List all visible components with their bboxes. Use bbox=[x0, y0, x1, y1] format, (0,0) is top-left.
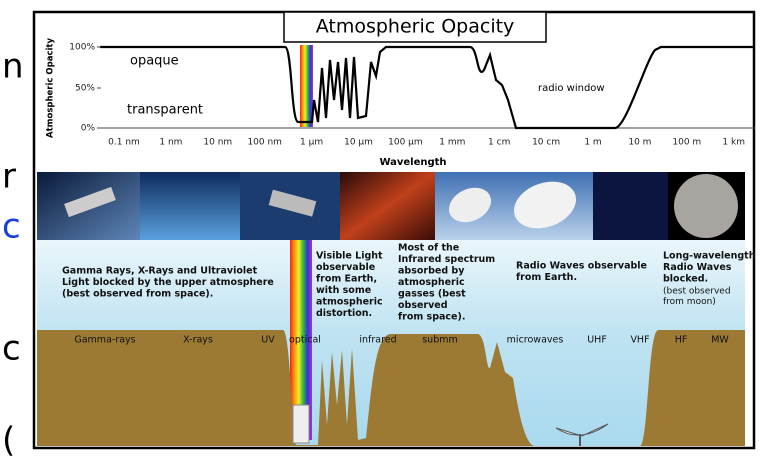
caption-line: Radio Waves observable bbox=[516, 261, 647, 272]
band-label: infrared bbox=[359, 335, 396, 346]
x-tick-label: 1 cm bbox=[488, 138, 510, 148]
caption-line: atmospheric bbox=[316, 297, 383, 308]
caption-line: blocked. bbox=[663, 274, 708, 285]
edge-fragment: n bbox=[2, 47, 24, 87]
image-panel bbox=[140, 172, 240, 240]
band-label: submm bbox=[422, 335, 458, 346]
x-tick-label: 1 µm bbox=[300, 138, 323, 148]
band-label: UV bbox=[261, 335, 275, 346]
caption-line: distortion. bbox=[316, 308, 372, 319]
caption-line: from moon) bbox=[663, 297, 716, 307]
caption-line: from space). bbox=[398, 312, 465, 323]
caption-line: observed bbox=[398, 300, 448, 311]
caption-line: (best observed bbox=[663, 287, 731, 297]
caption-line: Radio Waves bbox=[663, 262, 732, 273]
caption-line: absorbed by bbox=[398, 266, 465, 277]
x-tick-label: 100 µm bbox=[388, 138, 423, 148]
y-axis-label: Atmospheric Opacity bbox=[46, 38, 56, 138]
edge-fragment: r bbox=[2, 157, 16, 197]
band-label: microwaves bbox=[507, 335, 564, 346]
caption-line: from Earth, bbox=[316, 274, 377, 285]
band-label: VHF bbox=[630, 335, 649, 346]
x-tick-label: 100 m bbox=[672, 138, 701, 148]
edge-fragment: c bbox=[2, 329, 21, 369]
caption-line: Light blocked by the upper atmosphere bbox=[62, 277, 274, 288]
x-tick-label: 10 µm bbox=[344, 138, 373, 148]
image-panel bbox=[340, 172, 435, 240]
annotation: radio window bbox=[538, 83, 605, 94]
moon bbox=[674, 174, 738, 238]
telescope-icon bbox=[293, 405, 309, 443]
band-label: Gamma-rays bbox=[74, 335, 135, 346]
x-tick-label: 10 cm bbox=[532, 138, 560, 148]
band-label: UHF bbox=[587, 335, 607, 346]
x-tick-label: 1 m bbox=[584, 138, 601, 148]
x-axis-label: Wavelength bbox=[379, 157, 446, 168]
caption-line: Gamma Rays, X-Rays and Ultraviolet bbox=[62, 266, 258, 277]
title: Atmospheric Opacity bbox=[316, 16, 515, 38]
caption-line: atmospheric bbox=[398, 277, 465, 288]
y-tick-label: 50% bbox=[75, 84, 95, 94]
visible-band bbox=[300, 45, 313, 127]
image-panel bbox=[593, 172, 668, 240]
opacity-chart: Atmospheric Opacity Wavelength opaque tr… bbox=[46, 38, 756, 168]
caption-line: Long-wavelength bbox=[663, 251, 756, 262]
band-label: MW bbox=[711, 335, 729, 346]
x-tick-label: 10 nm bbox=[203, 138, 232, 148]
caption-line: Infrared spectrum bbox=[398, 254, 495, 265]
edge-fragment: ( bbox=[2, 421, 15, 459]
band-label: X-rays bbox=[183, 335, 213, 346]
x-tick-label: 1 mm bbox=[439, 138, 465, 148]
caption-line: observable bbox=[316, 262, 375, 273]
x-tick-label: 100 nm bbox=[247, 138, 282, 148]
x-tick-label: 1 km bbox=[722, 138, 745, 148]
y-tick-label: 0% bbox=[81, 124, 96, 134]
caption-line: gasses (best bbox=[398, 289, 466, 300]
annotation: opaque bbox=[130, 54, 179, 69]
caption-line: (best observed from space). bbox=[62, 289, 213, 300]
x-tick-label: 0.1 nm bbox=[108, 138, 140, 148]
caption-line: from Earth. bbox=[516, 272, 577, 283]
y-tick-label: 100% bbox=[69, 43, 95, 53]
caption-line: Most of the bbox=[398, 243, 459, 254]
x-tick-label: 1 nm bbox=[159, 138, 182, 148]
band-label: HF bbox=[675, 335, 688, 346]
x-tick-label: 10 m bbox=[628, 138, 651, 148]
band-label: optical bbox=[289, 335, 321, 346]
caption-line: with some bbox=[316, 285, 371, 296]
slide: nrcc( Atmospheric Opacity Atmospheric Op… bbox=[0, 0, 763, 459]
image-strip bbox=[37, 172, 745, 240]
edge-fragment: c bbox=[2, 207, 21, 247]
caption-line: Visible Light bbox=[316, 251, 383, 262]
annotation: transparent bbox=[127, 103, 203, 118]
